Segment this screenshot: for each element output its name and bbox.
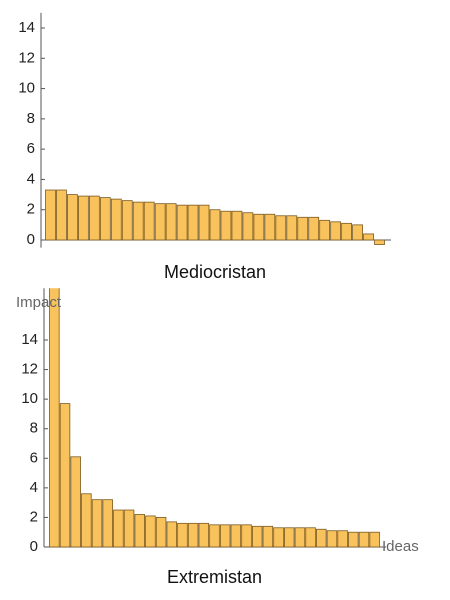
y-axis-label: Impact [16,294,62,311]
bar [132,201,144,241]
bar [286,215,298,241]
bar [275,215,287,241]
y-tick-label: 0 [27,231,35,248]
y-tick-label: 0 [30,538,38,555]
bar [337,530,348,548]
bar [70,456,81,548]
bar [220,210,232,241]
bar [91,499,103,548]
bar [67,194,78,241]
bar [348,531,359,548]
y-tick-label: 6 [27,140,35,157]
bar [121,200,133,241]
bar [262,525,274,548]
bar [242,212,254,241]
bar [187,204,199,241]
bar [176,204,188,241]
bar [273,527,284,548]
y-tick-label: 4 [27,170,35,187]
y-tick-label: 2 [27,201,35,218]
bar [284,527,295,548]
bar [110,198,122,241]
y-tick-label: 10 [18,80,35,97]
bar [352,224,363,241]
bar [187,522,199,548]
bar [88,195,100,241]
bar [59,403,71,548]
y-tick-label: 6 [30,449,38,466]
chart-title: Extremistan [167,567,262,587]
y-tick-label: 12 [21,361,38,378]
y-tick-label: 12 [18,49,35,66]
bar [56,189,67,241]
bar [264,213,276,241]
bar [305,527,316,548]
bar [209,209,221,241]
bar [155,517,167,548]
bar [253,213,265,241]
bar [330,221,342,241]
bar [177,522,188,548]
bar [145,515,156,548]
y-tick-label: 2 [30,508,38,525]
bar [49,288,60,548]
bar [198,522,210,548]
bar [374,239,385,245]
bar [209,524,220,548]
bars [45,189,385,245]
bar [231,210,243,241]
bar [198,204,210,241]
bar [154,203,166,241]
bar [219,524,231,548]
bar [78,195,89,241]
y-tick-label: 4 [30,479,38,496]
bar [308,216,320,241]
bar [297,216,309,241]
y-tick-label: 8 [30,420,38,437]
bar [316,528,327,548]
bar [230,524,242,548]
bar [45,189,56,241]
bar [102,499,113,548]
bar [358,531,370,548]
bar [166,521,178,548]
bar [294,527,306,548]
y-tick-label: 14 [18,19,35,36]
bar [326,530,338,548]
bar [113,509,124,548]
bar [341,222,352,241]
bar [99,197,111,241]
chart-title: Mediocristan [164,262,266,282]
bar [134,514,145,548]
x-axis-label: Ideas [382,538,419,555]
bar [165,203,177,241]
bar [81,493,92,548]
bars [49,288,380,548]
bar [123,509,135,548]
y-tick-label: 8 [27,110,35,127]
bar [241,524,252,548]
bar [319,219,331,241]
y-tick-label: 10 [21,390,38,407]
bar [143,201,155,241]
bar [251,525,263,548]
bar [363,233,374,241]
bar [369,531,380,548]
y-tick-label: 14 [21,331,38,348]
